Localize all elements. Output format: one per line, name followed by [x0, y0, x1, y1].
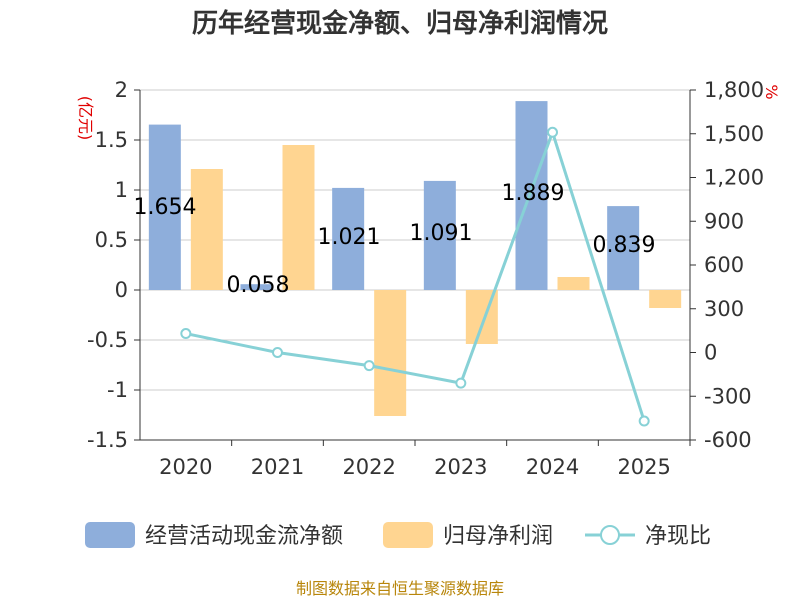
x-tick-label: 2022	[342, 455, 395, 479]
legend-cashflow-swatch	[85, 522, 135, 548]
right-tick-label: 0	[704, 341, 717, 365]
ratio-point	[272, 347, 283, 358]
axes: -1.5 -1 -0.5 0 0.5 1 1.5 2 -600 -300 0 300 600 900 1,2…	[87, 78, 764, 479]
right-tick-label: 300	[704, 297, 744, 321]
ratio-point	[547, 126, 558, 138]
x-tick-label: 2020	[159, 455, 212, 479]
right-tick-label: -300	[704, 384, 752, 408]
ratio-point	[638, 415, 650, 427]
legend-label: 经营活动现金流净额	[145, 524, 343, 549]
left-axis-unit: (亿元)	[76, 96, 95, 141]
cashflow-bar	[515, 101, 548, 290]
legend: 经营活动现金流净额 归母净利润 净现比	[85, 522, 711, 549]
right-tick-label: -600	[704, 428, 752, 452]
cashflow-bar	[607, 206, 640, 290]
cashflow-data-label: 1.654	[134, 195, 197, 220]
right-tick-label: 1,200	[704, 166, 764, 190]
cashflow-data-label: 0.058	[227, 273, 290, 298]
x-tick-label: 2025	[617, 455, 670, 479]
ratio-point	[455, 377, 467, 389]
right-tick-label: 600	[704, 253, 744, 277]
source-note: 制图数据来自恒生聚源数据库	[296, 579, 504, 598]
cashflow-bar	[423, 180, 456, 290]
right-axis-unit: %	[762, 84, 781, 99]
bars	[148, 101, 682, 416]
chart-title: 历年经营现金净额、归母净利润情况	[192, 8, 608, 39]
x-tick-label: 2023	[434, 455, 487, 479]
legend-net-profit-swatch	[383, 522, 433, 548]
legend-label: 归母净利润	[443, 524, 553, 549]
data-labels: 1.654 0.058 1.021 1.091 1.889 0.839	[134, 181, 656, 298]
ratio-line-path	[185, 127, 646, 422]
right-tick-label: 1,500	[704, 122, 764, 146]
net-profit-bar	[649, 290, 682, 308]
net-profit-bar	[557, 277, 590, 290]
net-profit-bar	[190, 169, 223, 290]
cashflow-data-label: 1.091	[410, 221, 473, 246]
left-tick-label: -0.5	[87, 328, 128, 352]
gridlines	[140, 89, 690, 441]
left-tick-label: 1	[115, 178, 128, 202]
ratio-point	[363, 360, 375, 372]
left-tick-label: 1.5	[95, 128, 128, 152]
net-profit-bar	[282, 145, 315, 290]
ratio-point	[180, 328, 192, 340]
ratio-line	[180, 126, 650, 427]
right-tick-label: 900	[704, 209, 744, 233]
net-profit-bar	[374, 290, 407, 416]
left-tick-label: 0.5	[95, 228, 128, 252]
legend-label: 净现比	[645, 524, 711, 549]
x-tick-label: 2021	[251, 455, 304, 479]
left-tick-label: 0	[115, 278, 128, 302]
left-tick-label: 2	[115, 78, 128, 102]
right-tick-label: 1,800	[704, 78, 764, 102]
cashflow-data-label: 1.889	[502, 181, 565, 206]
cashflow-data-label: 0.839	[593, 233, 656, 258]
left-tick-label: -1	[107, 378, 128, 402]
x-tick-label: 2024	[526, 455, 579, 479]
legend-ratio-marker	[600, 525, 620, 545]
cashflow-bar	[332, 187, 365, 290]
cashflow-data-label: 1.021	[318, 225, 381, 250]
cashflow-bar	[148, 124, 181, 290]
left-tick-label: -1.5	[87, 428, 128, 452]
cashflow-bar	[240, 284, 273, 290]
